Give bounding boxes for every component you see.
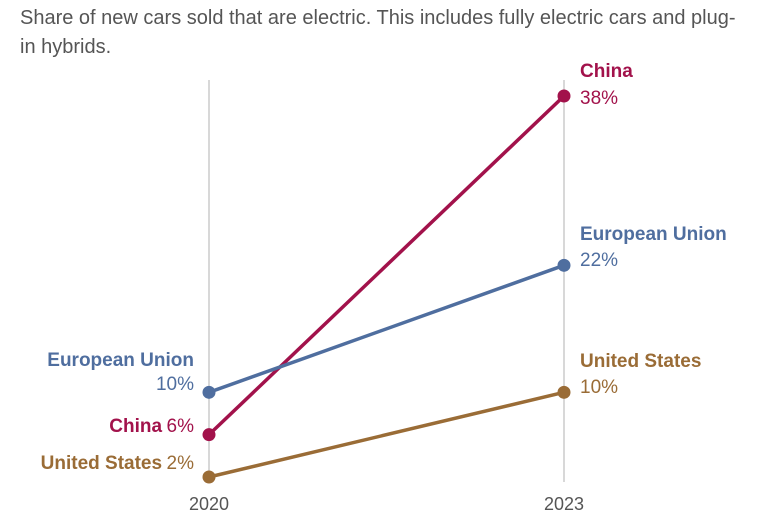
series-line-european-union: [207, 263, 566, 395]
series-name-right-united-states: United States: [580, 351, 701, 372]
data-label-china-2023: 38%: [580, 88, 618, 109]
series-name-united-states: United States: [41, 453, 162, 474]
data-point-european-union-2023: [557, 258, 571, 272]
data-point-united-states-2020: [202, 470, 216, 484]
data-label-china-2020: 6%: [167, 416, 195, 437]
x-tick-label-2020: 2020: [189, 494, 229, 514]
data-label-european-union-2020: 10%: [156, 374, 194, 395]
series-line-china: [207, 94, 566, 437]
x-tick-label-2023: 2023: [544, 494, 584, 514]
data-point-china-2020: [202, 428, 216, 442]
data-point-china-2023: [557, 89, 571, 103]
chart-subtitle: Share of new cars sold that are electric…: [20, 7, 736, 58]
data-label-united-states-2023: 10%: [580, 377, 618, 398]
series-name-right-china: China: [580, 61, 633, 82]
left-label-united-states: United States 2%: [41, 453, 194, 474]
data-label-european-union-2023: 22%: [580, 250, 618, 271]
series-name-european-union: European Union: [47, 350, 194, 371]
series-name-right-european-union: European Union: [580, 224, 727, 245]
data-point-european-union-2020: [202, 385, 216, 399]
data-label-united-states-2020: 2%: [167, 453, 195, 474]
series-line-united-states: [207, 390, 566, 479]
left-label-china: China 6%: [109, 416, 194, 437]
data-point-united-states-2023: [557, 385, 571, 399]
series-name-china: China: [109, 416, 162, 437]
